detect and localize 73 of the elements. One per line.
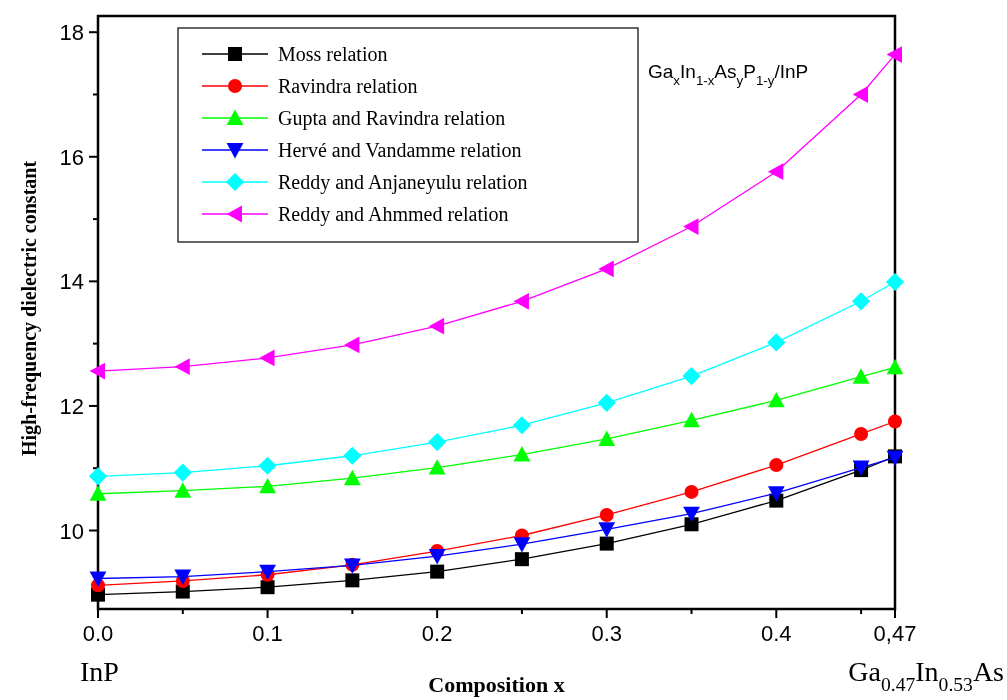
point [852, 86, 869, 103]
point [769, 458, 784, 473]
legend-label: Reddy and Anjaneyulu relation [278, 171, 528, 194]
point [767, 333, 786, 352]
point [259, 349, 275, 367]
point [683, 218, 699, 235]
point [886, 358, 904, 375]
point [683, 506, 700, 523]
point [514, 552, 529, 567]
point [512, 416, 532, 435]
point [343, 336, 360, 354]
point [598, 260, 614, 278]
x-tick-label: 0,47 [873, 621, 917, 646]
legend-label: Ravindra relation [278, 75, 418, 97]
point [599, 536, 614, 551]
y-tick-label: 16 [59, 144, 84, 170]
x-tick-label: 0.2 [421, 621, 453, 646]
point [599, 507, 614, 522]
y-tick-label: 18 [59, 20, 84, 46]
point [684, 517, 699, 532]
point [345, 573, 360, 588]
point [428, 549, 446, 565]
x-tick-label: 0.1 [252, 621, 283, 646]
x-tick-label: 0.4 [761, 621, 792, 646]
text: Ga$_{x}$In$_{1-x}$As$_{y}$P$_{1-y}$/InP [648, 61, 809, 88]
point [854, 426, 869, 441]
point [886, 46, 902, 64]
point [343, 446, 362, 465]
point [885, 272, 905, 292]
point [513, 292, 529, 310]
point [598, 522, 616, 538]
legend-label: Gupta and Ravindra relation [278, 107, 506, 130]
text: InP [80, 656, 119, 687]
x-tick-label: 0.3 [591, 621, 623, 646]
y-tick-label: 10 [59, 518, 84, 544]
point [89, 571, 107, 587]
point [513, 446, 531, 462]
point [259, 477, 276, 494]
point [173, 463, 192, 482]
y-tick-label: 14 [59, 269, 84, 295]
y-axis-title: High-frequency dielectric constant [18, 160, 41, 457]
point [513, 537, 531, 553]
point [89, 362, 105, 380]
point [888, 414, 902, 429]
text: Ga$_{0.47}$In$_{0.53}$As [848, 656, 1004, 695]
point [260, 580, 275, 595]
x-axis-title: Composition x [428, 672, 565, 697]
point [174, 482, 192, 498]
point [682, 366, 701, 386]
point [597, 393, 616, 412]
legend-label: Reddy and Ahmmed relation [278, 203, 509, 226]
point [428, 432, 447, 452]
point [174, 358, 190, 376]
point [428, 317, 445, 335]
y-tick-label: 12 [59, 393, 84, 419]
point [428, 459, 446, 475]
point [343, 469, 361, 486]
legend-label: Moss relation [278, 43, 388, 65]
point [767, 391, 785, 408]
point [88, 467, 108, 486]
point [683, 411, 700, 428]
x-tick-label: 0.0 [82, 621, 114, 646]
point [430, 564, 445, 579]
point [258, 456, 277, 475]
legend-label: Hervé and Vandamme relation [278, 139, 522, 161]
point [598, 430, 616, 446]
point [851, 292, 871, 311]
point [174, 569, 192, 586]
point [767, 163, 784, 181]
point [852, 368, 870, 384]
point [767, 486, 785, 502]
point [684, 484, 699, 499]
point [89, 485, 107, 501]
